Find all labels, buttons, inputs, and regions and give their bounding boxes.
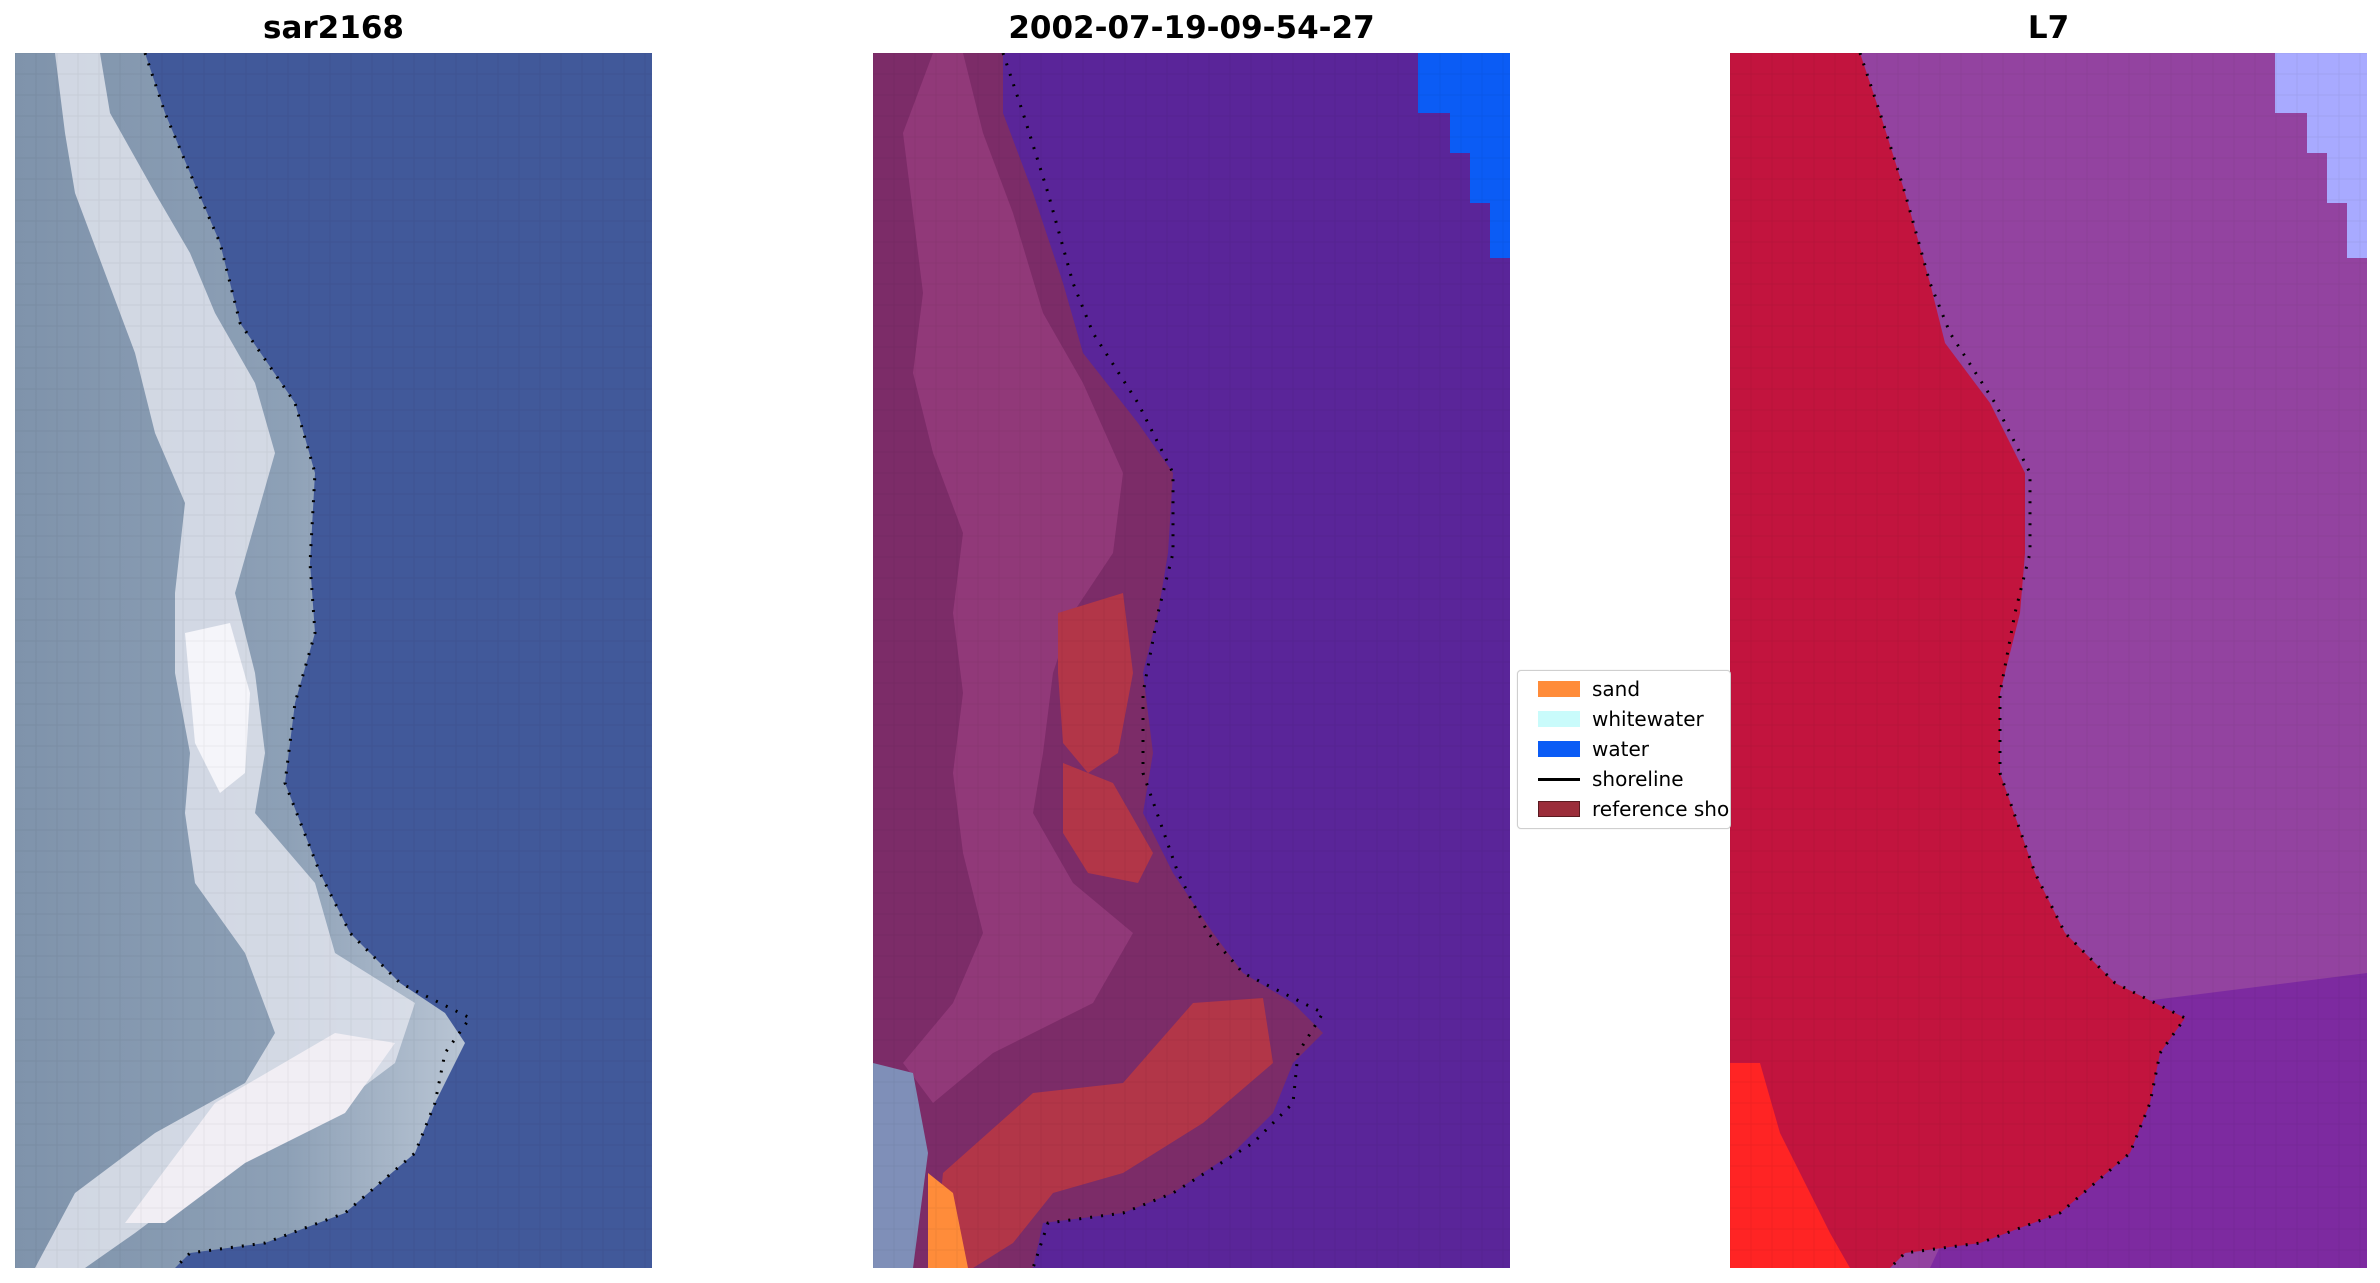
shoreline-line-icon bbox=[1538, 778, 1580, 781]
panel-title-rgb: sar2168 bbox=[263, 10, 404, 46]
panel-title-index: L7 bbox=[2027, 10, 2070, 46]
index-image bbox=[1730, 53, 2367, 1268]
rgb-image bbox=[15, 53, 652, 1268]
panel-title-classified: 2002-07-19-09-54-27 bbox=[1008, 10, 1375, 46]
classified-image bbox=[873, 53, 1510, 1268]
index-image-panel bbox=[1730, 53, 2367, 1268]
water-swatch bbox=[1538, 741, 1580, 757]
shoreline bbox=[143, 53, 473, 1268]
classified-image-panel bbox=[873, 53, 1510, 1268]
whitewater-swatch bbox=[1538, 711, 1580, 727]
legend: sand whitewater water shoreline referenc… bbox=[1517, 670, 1731, 829]
reference-swatch bbox=[1538, 801, 1580, 817]
sand-swatch bbox=[1538, 681, 1580, 697]
rgb-image-panel bbox=[15, 53, 652, 1268]
